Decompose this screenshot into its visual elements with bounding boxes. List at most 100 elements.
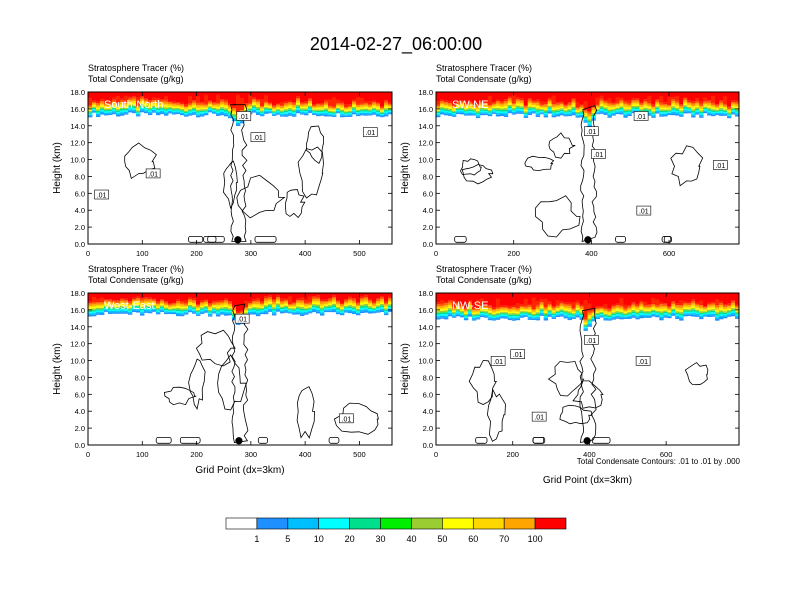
- tracer-column: [368, 114, 373, 116]
- tracer-column: [300, 109, 305, 111]
- tracer-column: [483, 109, 489, 112]
- tracer-column: [264, 95, 269, 101]
- tracer-column: [436, 100, 441, 105]
- contour-label: .01: [362, 127, 378, 137]
- tracer-column: [304, 105, 309, 108]
- tracer-column: [623, 109, 628, 111]
- tracer-column: [523, 310, 529, 312]
- tracer-column: [328, 298, 333, 300]
- tracer-column: [252, 109, 257, 112]
- tracer-column: [687, 307, 692, 310]
- tracer-column: [276, 308, 281, 311]
- tracer-column: [380, 302, 385, 305]
- tracer-column: [455, 92, 461, 102]
- tracer-column: [332, 106, 337, 109]
- tracer-column: [731, 107, 736, 109]
- tracer-column: [260, 113, 265, 116]
- tracer-column: [579, 310, 584, 313]
- tracer-column: [360, 308, 365, 310]
- tracer-column: [499, 113, 505, 115]
- tracer-column: [723, 96, 728, 104]
- tracer-column: [659, 305, 664, 308]
- tracer-column: [635, 101, 640, 103]
- tracer-column: [707, 309, 712, 312]
- tracer-column: [535, 113, 541, 116]
- tracer-column: [659, 307, 664, 310]
- tracer-column: [252, 311, 257, 314]
- tracer-column: [671, 312, 676, 315]
- tracer-column: [631, 310, 636, 312]
- y-tick-label: 8.0: [75, 373, 85, 382]
- tracer-column: [667, 112, 672, 114]
- tracer-column: [340, 307, 345, 310]
- tracer-column: [627, 314, 632, 317]
- x-tick-label: 400: [585, 249, 598, 258]
- tracer-column: [312, 302, 317, 305]
- tracer-column: [272, 313, 277, 316]
- tracer-column: [691, 308, 696, 310]
- tracer-column: [216, 305, 221, 307]
- tracer-column: [451, 111, 457, 114]
- tracer-column: [272, 113, 277, 115]
- tracer-column: [715, 110, 720, 112]
- tracer-column: [527, 98, 533, 100]
- tracer-column: [308, 105, 313, 108]
- tracer-column: [723, 307, 728, 309]
- tracer-column: [483, 315, 489, 317]
- tracer-column: [172, 307, 177, 309]
- tracer-column: [388, 110, 393, 113]
- tracer-column: [112, 112, 117, 115]
- tracer-column: [388, 102, 393, 104]
- tracer-column: [499, 101, 505, 103]
- tracer-column: [531, 315, 537, 317]
- tracer-column: [116, 301, 121, 304]
- tracer-column: [208, 309, 213, 312]
- tracer-column: [715, 312, 720, 314]
- tracer-column: [495, 109, 501, 112]
- tracer-column: [196, 103, 201, 106]
- tracer-column: [471, 314, 477, 316]
- tracer-column: [663, 310, 668, 312]
- tracer-column: [272, 104, 277, 106]
- tracer-column: [140, 109, 145, 111]
- tracer-column: [691, 313, 696, 315]
- tracer-column: [687, 293, 692, 303]
- tracer-column: [703, 106, 708, 109]
- tracer-column: [499, 111, 505, 114]
- tracer-column: [120, 305, 125, 308]
- tracer-column: [667, 111, 672, 113]
- tracer-column: [144, 297, 149, 299]
- tracer-column: [356, 114, 361, 117]
- tracer-column: [192, 304, 197, 307]
- tracer-column: [176, 102, 181, 104]
- tracer-column: [487, 112, 493, 114]
- tracer-column: [120, 293, 125, 299]
- tracer-column: [727, 111, 732, 113]
- tracer-column: [635, 107, 640, 110]
- tracer-column: [168, 312, 173, 314]
- tracer-column: [475, 318, 481, 320]
- tracer-column: [204, 109, 209, 111]
- tracer-column: [467, 103, 473, 106]
- tracer-column: [699, 312, 704, 315]
- tracer-column: [372, 309, 377, 312]
- tracer-column: [384, 109, 389, 112]
- tracer-column: [132, 306, 137, 308]
- tracer-column: [256, 309, 261, 311]
- tracer-column: [120, 302, 125, 305]
- tracer-column: [475, 307, 481, 310]
- tracer-column: [519, 315, 525, 317]
- tracer-column: [204, 302, 209, 304]
- colorbar-box: [503, 517, 536, 530]
- tracer-column: [104, 104, 109, 107]
- y-tick-label: 18.0: [418, 289, 433, 298]
- tracer-column: [344, 307, 349, 309]
- tracer-column: [567, 103, 572, 105]
- tracer-column: [619, 316, 624, 318]
- tracer-column: [312, 106, 317, 108]
- tracer-column: [288, 308, 293, 310]
- tracer-column: [132, 293, 137, 298]
- tracer-column: [200, 105, 205, 107]
- tracer-column: [144, 92, 149, 99]
